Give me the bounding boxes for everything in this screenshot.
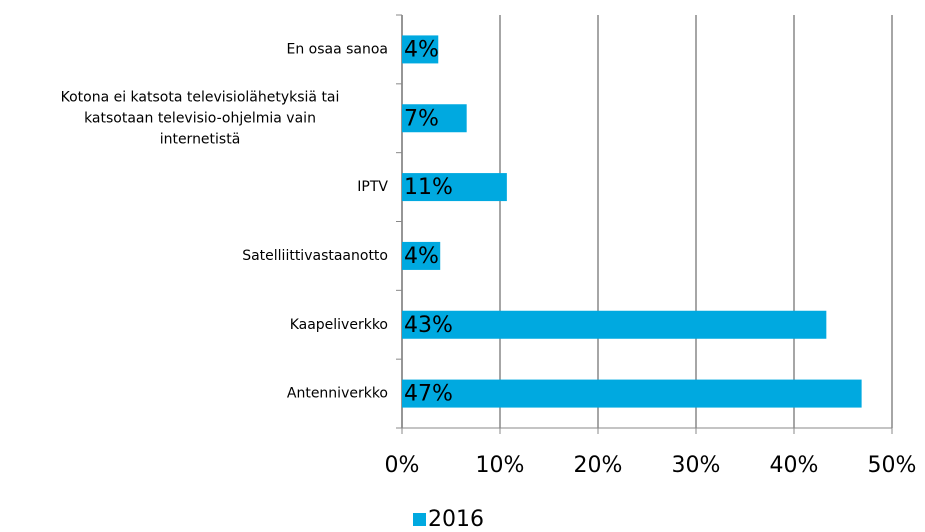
legend-swatch bbox=[413, 513, 426, 526]
x-tick-label: 10% bbox=[476, 453, 525, 478]
y-tick-label: IPTV bbox=[357, 179, 388, 195]
data-label: 11% bbox=[404, 175, 453, 200]
legend-label: 2016 bbox=[428, 507, 484, 532]
x-tick-label: 20% bbox=[574, 453, 623, 478]
x-tick-label: 0% bbox=[385, 453, 420, 478]
y-tick-label: Kaapeliverkko bbox=[290, 317, 388, 333]
x-tick-label: 40% bbox=[770, 453, 819, 478]
data-label: 47% bbox=[404, 382, 453, 407]
bar bbox=[402, 173, 507, 202]
x-tick-label: 30% bbox=[672, 453, 721, 478]
data-label: 4% bbox=[404, 244, 439, 269]
y-tick-label: Kotona ei katsota televisiolähetyksiä ta… bbox=[61, 89, 340, 147]
x-tick-label: 50% bbox=[868, 453, 917, 478]
bar bbox=[402, 379, 862, 408]
y-tick-label: Antenniverkko bbox=[287, 386, 388, 402]
bar bbox=[402, 241, 441, 270]
bar bbox=[402, 310, 827, 339]
data-label: 43% bbox=[404, 313, 453, 338]
data-label: 4% bbox=[404, 37, 439, 62]
y-tick-label: Satelliittivastaanotto bbox=[242, 248, 388, 264]
y-tick-label: En osaa sanoa bbox=[286, 41, 388, 57]
bar bbox=[402, 104, 467, 133]
data-label: 7% bbox=[404, 106, 439, 131]
bar bbox=[402, 35, 439, 64]
